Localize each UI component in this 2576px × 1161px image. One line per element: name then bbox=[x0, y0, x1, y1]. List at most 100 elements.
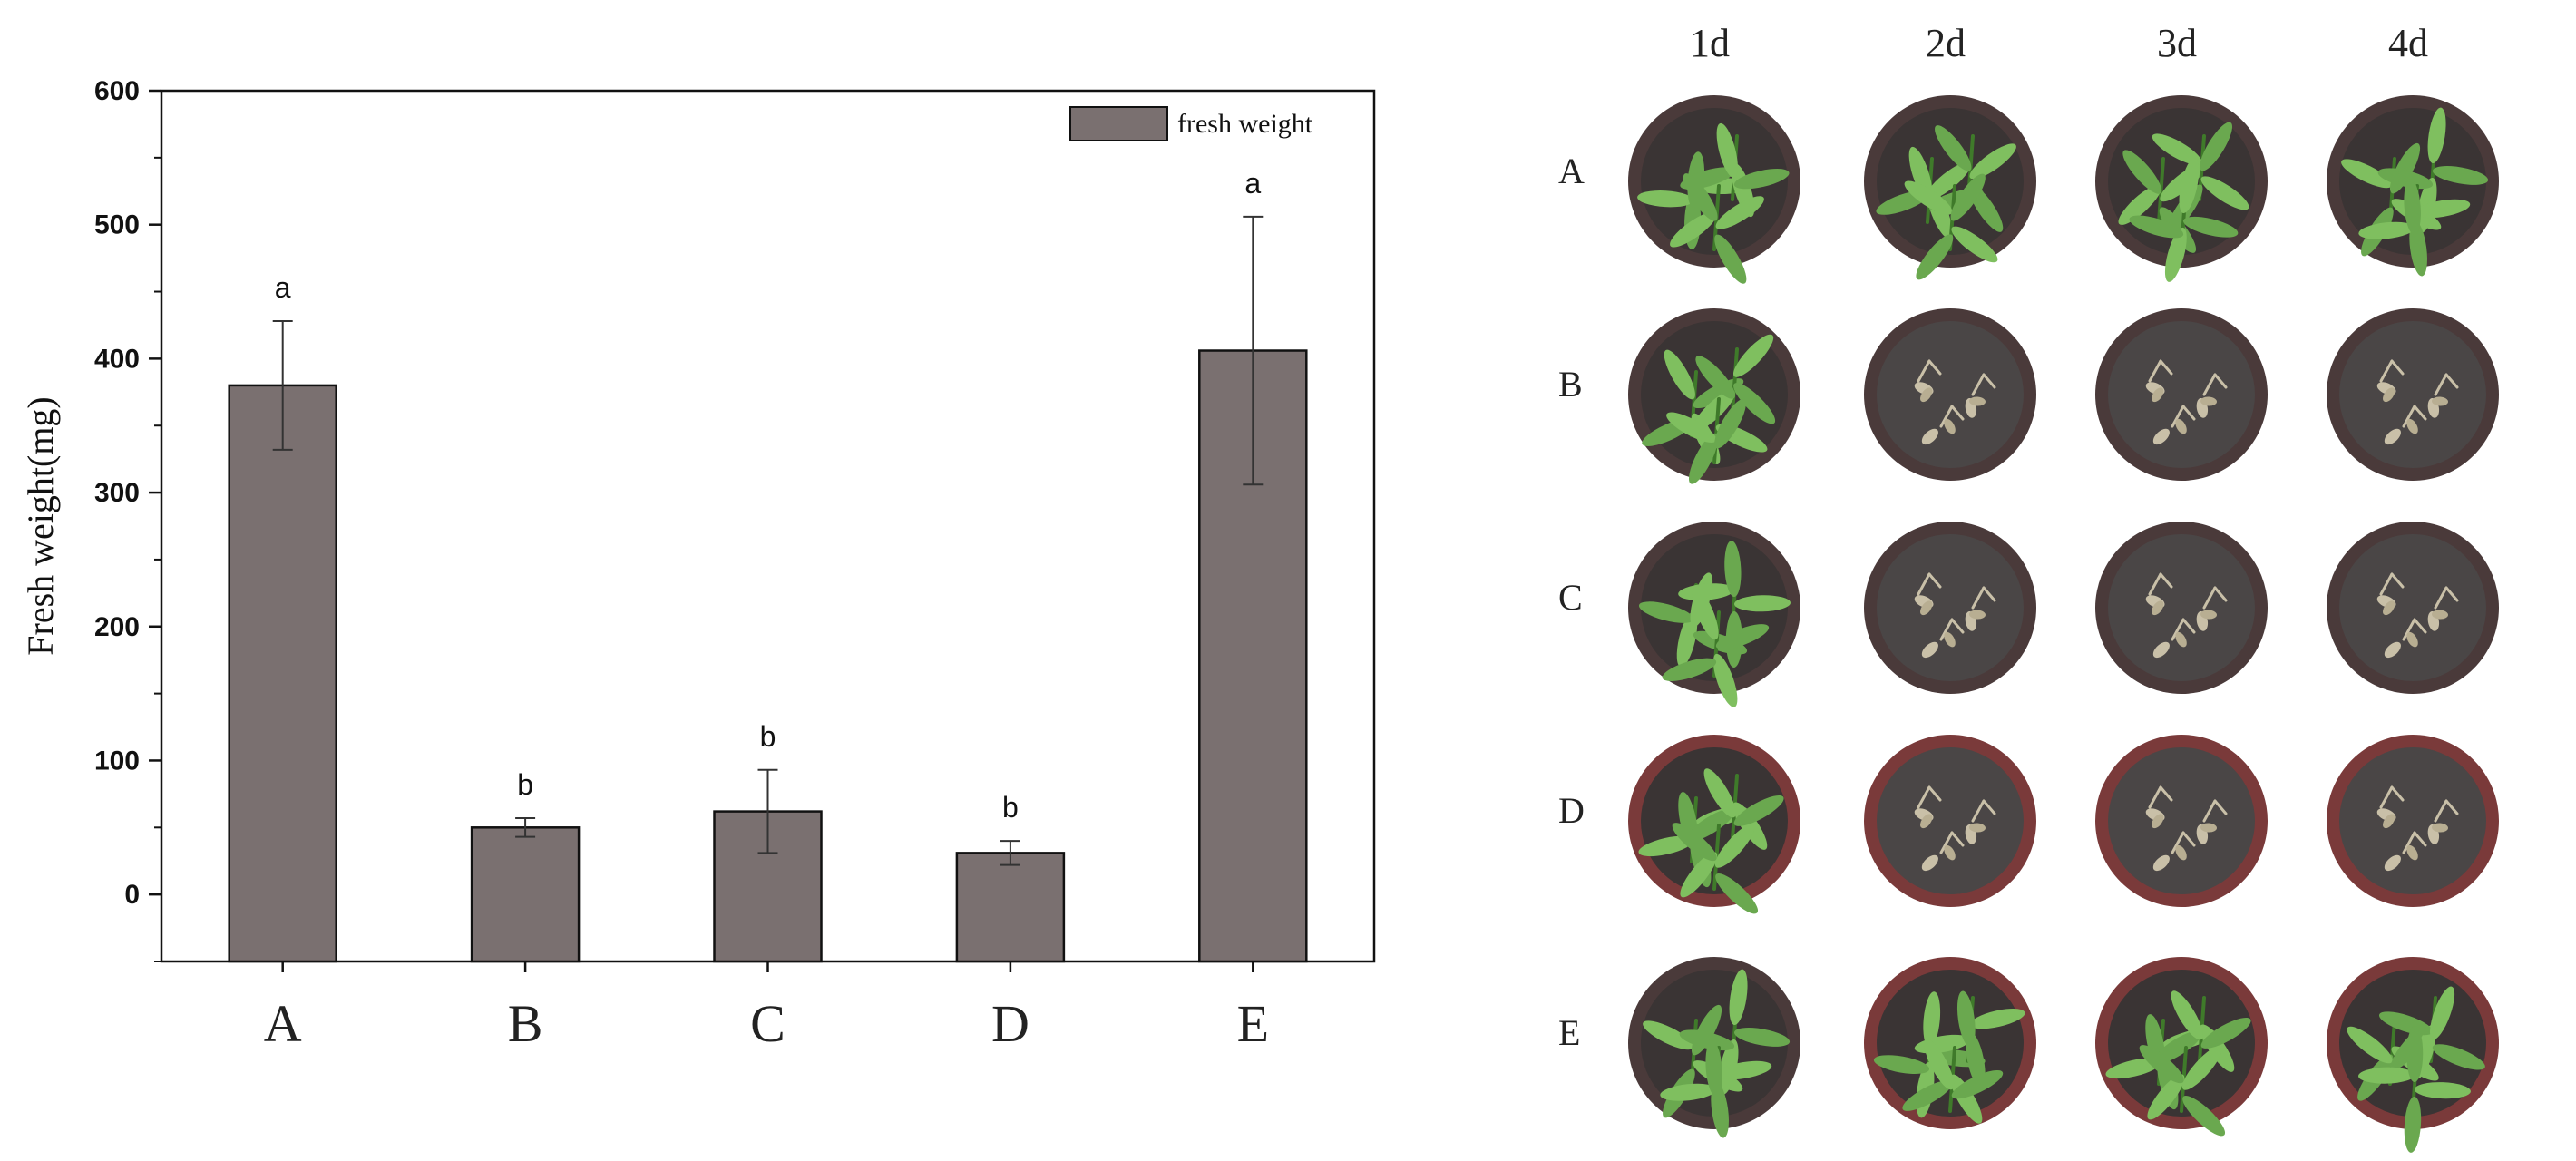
healthy-seedlings bbox=[1873, 990, 2025, 1124]
stem bbox=[2390, 572, 2405, 589]
wilted-seedlings bbox=[2376, 572, 2459, 659]
leaf bbox=[2105, 1058, 2161, 1079]
leaf bbox=[2427, 107, 2446, 164]
leaf bbox=[1956, 990, 1976, 1048]
leaf bbox=[2171, 990, 2203, 1040]
y-axis-label: Fresh weight(mg) bbox=[20, 396, 61, 656]
significance-label: b bbox=[1002, 791, 1019, 824]
stem bbox=[2213, 799, 2228, 815]
leaf bbox=[1680, 852, 1718, 898]
leaf bbox=[2414, 199, 2471, 219]
leaf bbox=[2432, 610, 2449, 620]
leaf bbox=[2153, 1030, 2202, 1064]
bar-d bbox=[955, 852, 1066, 963]
leaf bbox=[2200, 1017, 2251, 1049]
stem bbox=[1971, 586, 1986, 610]
leaf bbox=[1703, 768, 1736, 818]
leaf bbox=[1944, 418, 1956, 434]
stem bbox=[2171, 618, 2185, 641]
leaf bbox=[2152, 428, 2170, 445]
stem bbox=[2434, 586, 2448, 610]
stem bbox=[2202, 586, 2217, 610]
leaf bbox=[1920, 814, 1933, 829]
leaf bbox=[2406, 418, 2418, 434]
stem bbox=[1982, 799, 1996, 815]
pot-d-4d bbox=[2327, 735, 2499, 907]
leaf bbox=[2175, 631, 2187, 648]
leaf bbox=[2406, 844, 2418, 861]
pot-d-3d bbox=[2095, 735, 2268, 907]
leaf bbox=[2358, 1067, 2415, 1084]
stem bbox=[1731, 347, 1739, 415]
stem bbox=[2159, 359, 2173, 376]
stem bbox=[2159, 785, 2173, 802]
leaf bbox=[1683, 173, 1718, 221]
leaf bbox=[1695, 356, 1736, 399]
stem bbox=[1982, 373, 1996, 389]
leaf bbox=[2432, 396, 2449, 406]
stem bbox=[1927, 572, 1942, 589]
leaf bbox=[2384, 641, 2401, 659]
healthy-seedlings bbox=[2105, 990, 2251, 1137]
leaf bbox=[1638, 601, 1694, 623]
pot-a-4d bbox=[2327, 95, 2499, 277]
significance-label: a bbox=[275, 271, 291, 304]
leaf bbox=[2139, 1045, 2184, 1084]
leaf bbox=[1714, 824, 1755, 868]
leaf bbox=[2182, 1096, 2226, 1137]
soil bbox=[2108, 534, 2255, 681]
stem bbox=[1939, 831, 1954, 854]
stem bbox=[2402, 831, 2416, 854]
leaf bbox=[1733, 1028, 1791, 1047]
soil bbox=[1877, 321, 2024, 468]
leaf bbox=[1715, 624, 1770, 649]
stem bbox=[1950, 405, 1965, 421]
stem bbox=[2413, 831, 2427, 847]
x-tick-label: D bbox=[991, 994, 1029, 1053]
row-label-c: C bbox=[1558, 577, 1583, 618]
leaf bbox=[1688, 433, 1719, 484]
stem bbox=[1939, 618, 1954, 641]
leaf bbox=[1924, 1039, 1955, 1090]
stem bbox=[2148, 785, 2162, 809]
stem bbox=[2444, 586, 2459, 602]
wilted-seedlings bbox=[1914, 359, 1996, 445]
column-label-1d: 1d bbox=[1690, 21, 1730, 65]
leaf bbox=[2118, 184, 2161, 225]
pot-e-3d bbox=[2095, 957, 2268, 1137]
leaf bbox=[2152, 600, 2164, 616]
pot-c-1d bbox=[1628, 522, 1800, 707]
stem bbox=[2413, 405, 2427, 421]
stem bbox=[2202, 373, 2217, 396]
stem bbox=[2379, 359, 2394, 383]
leaf bbox=[2406, 1026, 2424, 1083]
leaf bbox=[2152, 641, 2170, 659]
leaf bbox=[1715, 1060, 1772, 1080]
leaf bbox=[1920, 387, 1933, 403]
leaf bbox=[2406, 631, 2418, 648]
stem bbox=[1917, 359, 1931, 383]
wilted-seedlings bbox=[2145, 785, 2228, 872]
leaf bbox=[2200, 176, 2249, 210]
leaf bbox=[1662, 658, 1717, 681]
soil bbox=[1877, 534, 2024, 681]
significance-label: a bbox=[1244, 167, 1261, 200]
leaf bbox=[1873, 1055, 1930, 1074]
leaf bbox=[2384, 854, 2401, 872]
leaf bbox=[1666, 412, 1717, 443]
stem bbox=[2434, 799, 2448, 823]
healthy-seedlings bbox=[1638, 541, 1791, 707]
wilted-seedlings bbox=[2376, 359, 2459, 445]
leaf bbox=[1637, 190, 1694, 208]
bar-a bbox=[228, 384, 337, 963]
leaf bbox=[2152, 387, 2164, 403]
leaf bbox=[1951, 1069, 2004, 1099]
soil bbox=[2339, 534, 2486, 681]
stem bbox=[2213, 373, 2228, 389]
column-label-3d: 3d bbox=[2157, 21, 2197, 65]
leaf bbox=[2430, 986, 2455, 1040]
stem bbox=[2413, 618, 2427, 634]
leaf bbox=[2175, 418, 2187, 434]
leaf bbox=[1692, 587, 1719, 640]
